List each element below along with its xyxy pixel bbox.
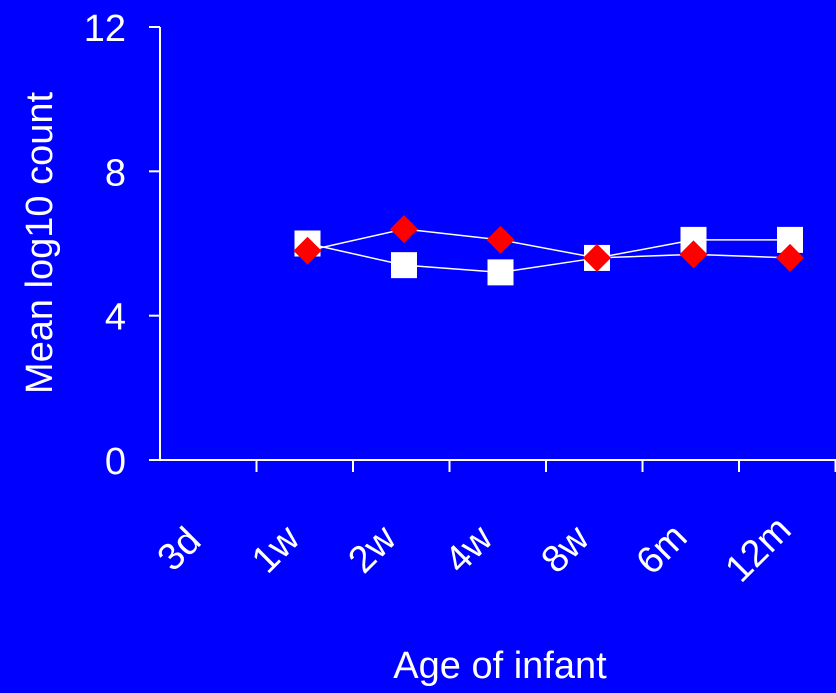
axes <box>149 27 836 461</box>
x-tick-label: 2w <box>340 517 404 581</box>
series-lines <box>307 228 791 274</box>
data-point-square <box>391 252 417 279</box>
data-point-diamond <box>583 243 611 272</box>
x-axis-label: Age of infant <box>393 645 607 687</box>
x-tick-label: 12m <box>718 509 800 591</box>
y-axis-label: Mean log10 count <box>19 92 61 395</box>
x-tick-label: 6m <box>628 516 695 583</box>
x-ticks: 3d 1w 2w 4w 8w 6m 12m <box>150 460 836 590</box>
y-tick-label: 12 <box>84 8 126 50</box>
x-tick-label: 4w <box>437 517 501 581</box>
series-line <box>307 239 790 274</box>
x-tick-label: 3d <box>150 520 210 580</box>
data-point-diamond <box>486 225 515 254</box>
data-point-diamond <box>776 243 804 272</box>
y-tick-label: 4 <box>105 297 126 339</box>
data-point-diamond <box>679 240 708 269</box>
data-point-square <box>487 259 514 286</box>
series-line <box>307 228 791 259</box>
data-point-diamond <box>390 215 418 244</box>
x-tick-label: 8w <box>533 517 597 581</box>
data-point-diamond <box>293 236 322 265</box>
series-markers <box>293 215 804 286</box>
y-tick-label: 0 <box>105 441 126 483</box>
y-tick-label: 8 <box>105 152 126 194</box>
x-tick-label: 1w <box>244 517 308 581</box>
y-ticks: 0 4 8 12 <box>84 8 160 483</box>
